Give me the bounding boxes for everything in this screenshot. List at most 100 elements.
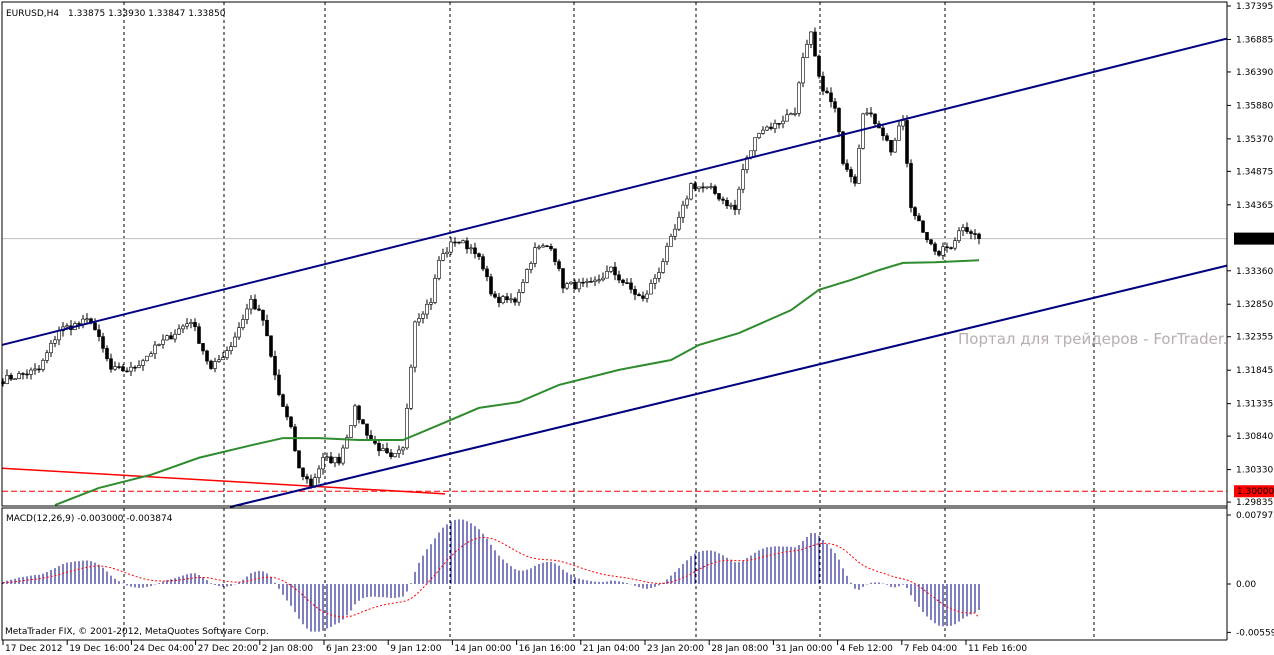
candle [209, 359, 213, 370]
candle [785, 109, 789, 122]
candle [221, 352, 225, 361]
candle [257, 304, 261, 312]
bear-candle-body [169, 335, 173, 340]
candle [957, 227, 961, 244]
candle [549, 243, 553, 252]
bear-candle-body [833, 101, 837, 109]
candle [25, 369, 29, 379]
bear-candle-body [589, 281, 593, 283]
time-label: 16 Jan 16:00 [519, 644, 576, 654]
bear-candle-body [701, 186, 705, 189]
candle [897, 121, 901, 141]
candle [849, 166, 853, 183]
bear-candle-body [945, 246, 949, 249]
candle [773, 119, 777, 134]
bear-candle-body [949, 247, 953, 249]
bull-candle-body [685, 198, 689, 206]
bear-candle-body [261, 309, 265, 321]
candle [389, 448, 393, 460]
candle [485, 265, 489, 282]
bull-candle-body [533, 247, 537, 264]
bear-candle-body [621, 279, 625, 283]
candle [517, 288, 521, 306]
bear-candle-body [481, 256, 485, 270]
bull-candle-body [461, 240, 465, 244]
candle [509, 293, 513, 304]
candle [645, 290, 649, 303]
bull-candle-body [861, 113, 865, 149]
candle [545, 244, 549, 248]
bull-candle-body [81, 318, 85, 325]
candle [129, 361, 133, 376]
time-label: 6 Jan 23:00 [326, 644, 378, 654]
bull-candle-body [597, 279, 601, 282]
bear-candle-body [921, 220, 925, 233]
price-label: 1.34875 [1236, 167, 1273, 177]
time-label: 21 Jan 04:00 [583, 644, 640, 654]
bull-candle-body [469, 247, 473, 250]
candle [725, 197, 729, 210]
candle [53, 335, 57, 348]
bull-candle-body [233, 336, 237, 347]
candle [669, 233, 673, 247]
bull-candle-body [765, 126, 769, 131]
candle [825, 87, 829, 94]
bear-candle-body [257, 308, 261, 311]
candle [381, 443, 385, 452]
candle [821, 71, 825, 96]
candle [949, 246, 953, 250]
bull-candle-body [41, 360, 45, 370]
candle [169, 332, 173, 340]
macd-pane[interactable] [2, 519, 980, 632]
bull-candle-body [673, 228, 677, 237]
bear-candle-body [193, 322, 197, 328]
candle [865, 108, 869, 116]
bear-candle-body [329, 456, 333, 464]
candle [861, 112, 865, 150]
bull-candle-body [565, 283, 569, 289]
candle [385, 442, 389, 454]
candle [41, 358, 45, 372]
bear-candle-body [977, 233, 981, 239]
bear-candle-body [389, 452, 393, 457]
bear-candle-body [853, 176, 857, 184]
candle [601, 272, 605, 282]
bull-candle-body [409, 366, 413, 409]
candle [653, 274, 657, 290]
candle [565, 282, 569, 290]
candle [809, 31, 813, 49]
candle [153, 340, 157, 359]
price-pane[interactable] [1, 27, 1231, 508]
bear-candle-body [465, 240, 469, 250]
bear-candle-body [557, 261, 561, 269]
candle [497, 292, 501, 308]
bear-candle-body [637, 294, 641, 297]
bull-candle-body [413, 321, 417, 368]
bull-candle-body [961, 227, 965, 232]
bear-candle-body [265, 320, 269, 337]
time-label: 9 Jan 12:00 [390, 644, 442, 654]
bull-candle-body [341, 447, 345, 464]
candle [801, 52, 805, 88]
candle [717, 193, 721, 202]
bear-candle-body [277, 374, 281, 395]
candle [577, 278, 581, 293]
candle [261, 309, 265, 326]
candle [317, 465, 321, 484]
candle [737, 186, 741, 215]
candle [837, 107, 841, 138]
candle [933, 241, 937, 256]
candle [21, 372, 25, 380]
candle [457, 241, 461, 245]
candle [337, 453, 341, 466]
time-label: 19 Dec 16:00 [69, 644, 130, 654]
candle [305, 473, 309, 484]
bull-candle-body [753, 137, 757, 152]
bear-candle-body [453, 241, 457, 244]
bear-candle-body [285, 406, 289, 418]
bull-candle-body [181, 325, 185, 330]
bear-candle-body [21, 373, 25, 375]
bear-candle-body [613, 266, 617, 276]
time-label: 28 Jan 08:00 [711, 644, 768, 654]
